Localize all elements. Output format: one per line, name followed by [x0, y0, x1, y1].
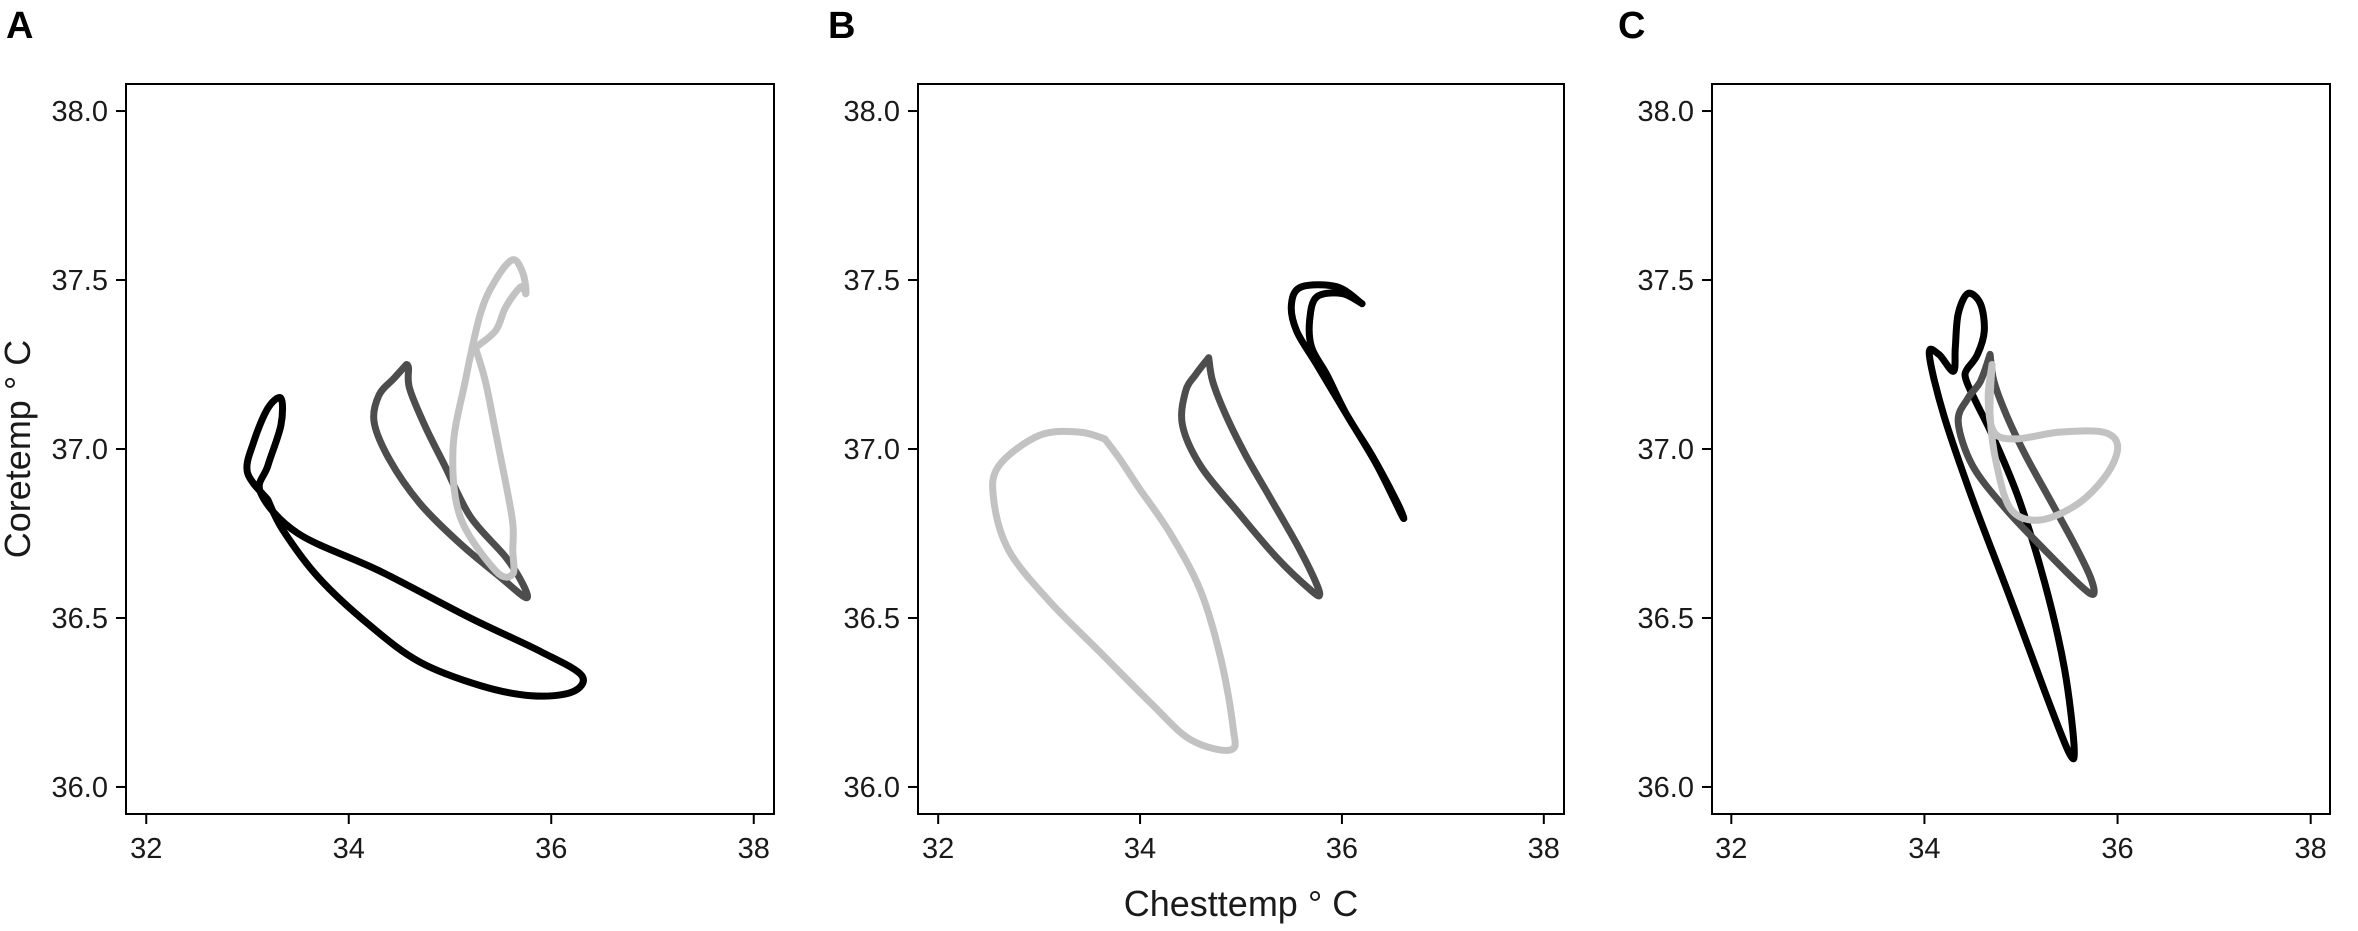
series-line-1	[1925, 289, 2078, 763]
y-tick-label: 36.5	[1638, 603, 1694, 635]
y-tick-label: 37.5	[52, 265, 108, 297]
x-tick-label: 36	[1326, 833, 1358, 865]
y-tick-label: 38.0	[52, 96, 108, 128]
y-tick-label: 36.5	[52, 603, 108, 635]
series-line-2	[1954, 350, 2098, 598]
y-tick-label: 37.0	[844, 434, 900, 466]
y-tick-label: 37.5	[1638, 265, 1694, 297]
y-tick-label: 36.5	[844, 603, 900, 635]
panel-label: B	[828, 5, 855, 47]
x-tick-label: 32	[130, 833, 162, 865]
x-tick-label: 36	[535, 833, 567, 865]
x-tick-label: 38	[2295, 833, 2327, 865]
series-line-3	[449, 256, 530, 581]
y-tick-label: 38.0	[844, 96, 900, 128]
y-axis-title: Coretemp ° C	[0, 340, 38, 558]
series-line-2	[1178, 354, 1324, 600]
series-line-2	[370, 361, 531, 602]
y-tick-label: 36.0	[844, 772, 900, 804]
panel-c: C 32 34 36 38 36.0 36.5 37.0 37.5 38.0	[1618, 5, 2331, 865]
panel-label: A	[6, 5, 33, 47]
x-tick-label: 34	[333, 833, 365, 865]
y-tick-label: 37.5	[844, 265, 900, 297]
panel-label: C	[1618, 5, 1645, 47]
y-tick-label: 36.0	[52, 772, 108, 804]
series-line-3	[1984, 361, 2122, 524]
y-tick-label: 36.0	[1638, 772, 1694, 804]
y-tick-label: 38.0	[1638, 96, 1694, 128]
x-tick-label: 32	[922, 833, 954, 865]
y-tick-label: 37.0	[1638, 434, 1694, 466]
series-line-1	[989, 427, 1239, 754]
series-line-1	[243, 394, 587, 700]
x-axis-title: Chesttemp ° C	[1124, 883, 1358, 924]
y-tick-label: 37.0	[52, 434, 108, 466]
x-tick-label: 34	[1908, 833, 1940, 865]
x-tick-label: 36	[2101, 833, 2133, 865]
x-tick-label: 34	[1124, 833, 1156, 865]
x-tick-label: 32	[1715, 833, 1747, 865]
panel-b: B 32 34 36 38 36.0 36.5 37.0 37.5 38.0 Chesttemp °…	[828, 5, 1565, 924]
panel-a: A 32 34 36 38 36.0 36.5 37.0 37.5 38.0 Coretemp ° …	[0, 5, 775, 865]
x-tick-label: 38	[1528, 833, 1560, 865]
series-line-3	[1287, 281, 1408, 523]
x-tick-label: 38	[738, 833, 770, 865]
